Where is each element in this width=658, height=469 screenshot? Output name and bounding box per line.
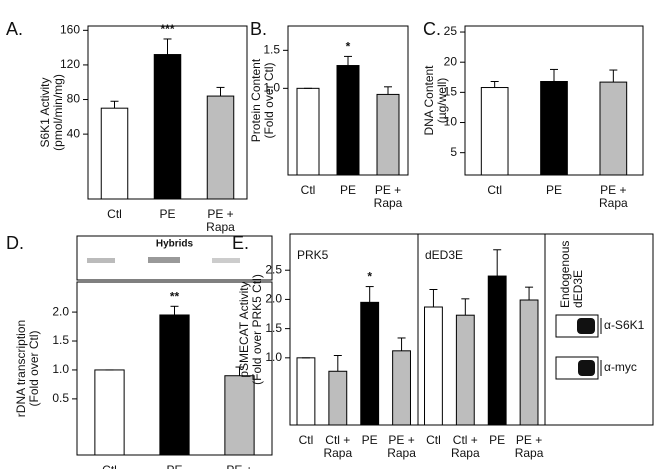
- bar: [224, 375, 255, 456]
- bar: [159, 314, 190, 456]
- bar: [336, 65, 360, 176]
- bar: [296, 357, 316, 426]
- panel-letter: A.: [6, 19, 23, 39]
- group-label: dED3E: [425, 248, 463, 262]
- y-tick-label: 1.0: [52, 362, 69, 376]
- x-tick-label: PE +Rapa: [374, 183, 403, 210]
- y-tick-label: 40: [67, 126, 81, 140]
- bar: [360, 301, 380, 426]
- x-tick-label: PE +Rapa: [515, 433, 544, 460]
- x-tick-label: PE: [166, 463, 182, 469]
- significance-mark: *: [367, 270, 372, 284]
- bar: [599, 81, 628, 176]
- x-tick-label: PE +Rapa: [225, 463, 254, 469]
- x-tick-label: PE: [489, 433, 505, 447]
- y-tick-label: 160: [60, 22, 80, 36]
- bar: [480, 87, 509, 176]
- y-axis-label: S6K1 Activity: [38, 77, 52, 147]
- x-tick-label: Ctl + Rapa: [323, 433, 352, 460]
- y-tick-label: 2.0: [265, 292, 282, 306]
- blot-band-label: α-myc: [604, 360, 637, 374]
- bar: [94, 369, 125, 456]
- y-tick-label: 2.5: [265, 262, 282, 276]
- blot-band: [577, 318, 595, 334]
- y-tick-label: 2.0: [52, 304, 69, 318]
- blot-band: [148, 257, 180, 263]
- y-axis-label: (µg/well): [435, 78, 449, 124]
- bar: [487, 275, 507, 426]
- bar: [328, 370, 348, 426]
- x-tick-label: Ctl: [299, 433, 314, 447]
- y-tick-label: 1.5: [52, 333, 69, 347]
- group-label: PRK5: [297, 248, 329, 262]
- x-tick-label: Ctl: [487, 183, 502, 197]
- y-tick-label: 1.5: [263, 42, 280, 56]
- bar: [519, 299, 539, 426]
- y-tick-label: 0.5: [52, 391, 69, 405]
- y-tick-label: 5: [450, 145, 457, 159]
- x-tick-label: Ctl: [107, 207, 122, 221]
- y-axis-label: pSMECAT Activity: [237, 281, 251, 377]
- x-tick-label: PE +Rapa: [206, 207, 235, 234]
- blot-band: [578, 360, 595, 376]
- panel-letter: D.: [6, 233, 24, 253]
- bar: [392, 350, 411, 426]
- significance-mark: ***: [160, 22, 174, 36]
- y-tick-label: 1.0: [263, 81, 280, 95]
- x-tick-label: PE: [362, 433, 378, 447]
- x-tick-label: Ctl + Rapa: [451, 433, 480, 460]
- bar: [206, 95, 235, 200]
- y-axis-label: rDNA transcription: [14, 320, 28, 417]
- x-tick-label: PE +Rapa: [387, 433, 416, 460]
- bar: [153, 54, 182, 200]
- y-axis-label: (Fold over PRK5 Ctl): [250, 274, 264, 385]
- y-tick-label: 1.0: [265, 350, 282, 364]
- y-axis-label: (Fold over Ctl): [27, 330, 41, 406]
- x-tick-label: PE: [340, 183, 356, 197]
- y-tick-label: 25: [444, 24, 458, 38]
- x-tick-label: PE: [546, 183, 562, 197]
- panel-letter: B.: [250, 19, 267, 39]
- y-axis-label: (Fold over Ctl): [262, 62, 276, 138]
- y-tick-label: 120: [60, 57, 80, 71]
- bar: [100, 107, 129, 200]
- blot-band: [212, 258, 240, 263]
- y-tick-label: 20: [444, 54, 458, 68]
- bar: [376, 93, 400, 176]
- y-tick-label: 10: [444, 115, 458, 129]
- blot-band: [87, 258, 115, 263]
- y-axis-label: DNA Content: [422, 65, 436, 136]
- bar: [455, 314, 475, 426]
- x-tick-label: PE: [159, 207, 175, 221]
- x-tick-label: Ctl: [301, 183, 316, 197]
- bar: [296, 87, 320, 176]
- bar: [540, 80, 568, 176]
- bar: [424, 306, 443, 426]
- significance-mark: **: [170, 289, 180, 303]
- blot-lane-label: dED3E: [571, 270, 585, 308]
- y-tick-label: 1.5: [265, 321, 282, 335]
- panel-letter: E.: [232, 233, 249, 253]
- y-tick-label: 15: [444, 85, 458, 99]
- y-axis-label: Protein Content: [249, 58, 263, 142]
- blot-band-label: α-S6K1: [604, 318, 645, 332]
- blot-lane-label: Endogenous: [558, 241, 572, 308]
- x-tick-label: Ctl: [102, 463, 117, 469]
- y-axis-label: (pmol/min/mg): [51, 74, 65, 151]
- panel-letter: C.: [423, 19, 441, 39]
- blot-label: Hybrids: [156, 239, 194, 250]
- x-tick-label: Ctl: [426, 433, 441, 447]
- x-tick-label: PE +Rapa: [599, 183, 628, 210]
- significance-mark: *: [346, 40, 351, 54]
- y-tick-label: 80: [67, 92, 81, 106]
